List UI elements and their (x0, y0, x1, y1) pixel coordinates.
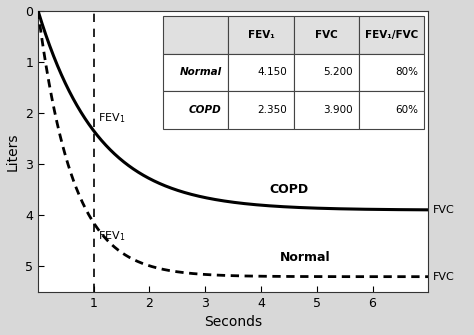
Text: FEV$_1$: FEV$_1$ (98, 111, 126, 125)
X-axis label: Seconds: Seconds (204, 316, 262, 329)
Y-axis label: Liters: Liters (6, 132, 19, 171)
Text: Normal: Normal (280, 251, 331, 264)
Text: COPD: COPD (269, 183, 309, 196)
Text: FEV$_1$: FEV$_1$ (98, 229, 126, 243)
Text: FVC: FVC (433, 272, 455, 282)
Text: FVC: FVC (433, 205, 455, 215)
